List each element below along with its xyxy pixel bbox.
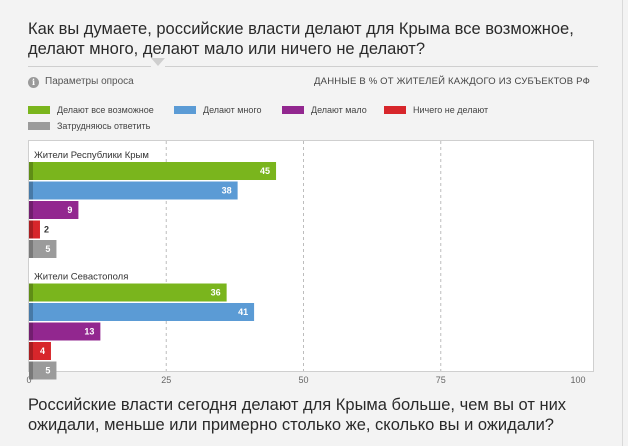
legend-item[interactable]: Делают все возможное [28,105,154,115]
legend-swatch [174,106,196,114]
x-tick-label: 50 [298,375,308,385]
legend-item[interactable]: Делают много [174,105,262,115]
bar-value-label: 9 [67,205,72,215]
legend-swatch [384,106,406,114]
bar-edge [29,342,33,360]
chart-legend: Делают все возможное Делают много Делают… [28,105,598,135]
bar [29,162,277,180]
page-right-border [622,0,623,446]
bar-value-label: 2 [44,225,49,235]
bar [29,201,79,219]
category-label: Жители Республики Крым [34,150,149,161]
divider-notch [151,58,165,66]
bar-value-label: 13 [84,327,94,337]
bar-edge [29,322,33,341]
legend-swatch [28,106,50,114]
bar [29,322,101,341]
legend-swatch [282,106,304,114]
category-label: Жители Севастополя [34,272,128,283]
bar-edge [29,220,33,239]
bar-edge [29,162,33,180]
legend-label: Ничего не делают [413,105,489,115]
bar-edge [29,283,33,302]
survey-params-link[interactable]: Параметры опроса [45,76,134,87]
bar-edge [29,303,33,321]
bar-value-label: 5 [45,366,50,376]
bar [29,181,238,200]
legend-label: Затрудняюсь ответить [57,121,151,131]
x-tick-label: 75 [436,375,446,385]
bar-edge [29,201,33,219]
bar-value-label: 5 [45,244,50,254]
legend-swatch [28,122,50,130]
bar [29,361,57,380]
legend-label: Делают много [203,105,262,115]
legend-item[interactable]: Ничего не делают [384,105,488,115]
x-tick-label: 100 [570,375,585,385]
bar [29,240,57,258]
x-tick-label: 0 [26,375,31,385]
legend-item[interactable]: Затрудняюсь ответить [28,121,150,131]
bar-edge [29,181,33,200]
divider-line [28,66,151,67]
bar-value-label: 41 [238,307,248,317]
bar-edge [29,240,33,258]
info-icon[interactable]: i [28,77,39,88]
bar [29,342,51,360]
x-tick-label: 25 [161,375,171,385]
bar [29,303,255,321]
legend-label: Делают мало [311,105,367,115]
legend-item[interactable]: Делают мало [282,105,367,115]
bar-edge [29,361,33,380]
bar [29,220,40,239]
legend-label: Делают все возможное [57,105,154,115]
bar-value-label: 45 [260,166,270,176]
bar-value-label: 4 [40,346,45,356]
divider-line [165,66,598,67]
survey-header-row: i Параметры опроса ДАННЫЕ В % ОТ ЖИТЕЛЕЙ… [28,58,598,98]
bar-value-label: 36 [211,288,221,298]
bar [29,283,227,302]
question-title-1: Как вы думаете, российские власти делают… [28,20,574,58]
bar-value-label: 38 [222,186,232,196]
chart-subtitle: ДАННЫЕ В % ОТ ЖИТЕЛЕЙ КАЖДОГО ИЗ СУБЪЕКТ… [314,76,590,87]
question-title-2: Российские власти сегодня делают для Кры… [28,396,567,434]
